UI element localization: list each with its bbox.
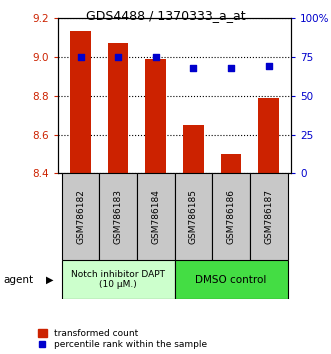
Bar bbox=[221, 154, 241, 173]
Text: GDS4488 / 1370333_a_at: GDS4488 / 1370333_a_at bbox=[86, 9, 245, 22]
Bar bbox=[62, 260, 175, 299]
Bar bbox=[175, 260, 288, 299]
Point bbox=[78, 54, 83, 59]
Bar bbox=[108, 43, 128, 173]
Text: Notch inhibitor DAPT
(10 μM.): Notch inhibitor DAPT (10 μM.) bbox=[71, 270, 165, 289]
Bar bbox=[183, 125, 204, 173]
Text: GSM786182: GSM786182 bbox=[76, 189, 85, 244]
Point bbox=[153, 54, 159, 59]
Bar bbox=[250, 173, 288, 260]
Text: DMSO control: DMSO control bbox=[195, 275, 267, 285]
Point bbox=[116, 54, 121, 59]
Text: agent: agent bbox=[3, 275, 33, 285]
Bar bbox=[137, 173, 175, 260]
Bar bbox=[175, 173, 212, 260]
Point bbox=[228, 65, 234, 70]
Text: ▶: ▶ bbox=[46, 275, 53, 285]
Bar bbox=[62, 173, 99, 260]
Point bbox=[266, 63, 271, 69]
Text: GSM786187: GSM786187 bbox=[264, 189, 273, 244]
Text: GSM786186: GSM786186 bbox=[226, 189, 236, 244]
Text: GSM786184: GSM786184 bbox=[151, 189, 160, 244]
Legend: transformed count, percentile rank within the sample: transformed count, percentile rank withi… bbox=[38, 329, 207, 349]
Text: GSM786185: GSM786185 bbox=[189, 189, 198, 244]
Bar bbox=[145, 59, 166, 173]
Bar bbox=[259, 98, 279, 173]
Bar bbox=[212, 173, 250, 260]
Point bbox=[191, 65, 196, 70]
Text: GSM786183: GSM786183 bbox=[114, 189, 123, 244]
Bar bbox=[99, 173, 137, 260]
Bar bbox=[70, 31, 91, 173]
